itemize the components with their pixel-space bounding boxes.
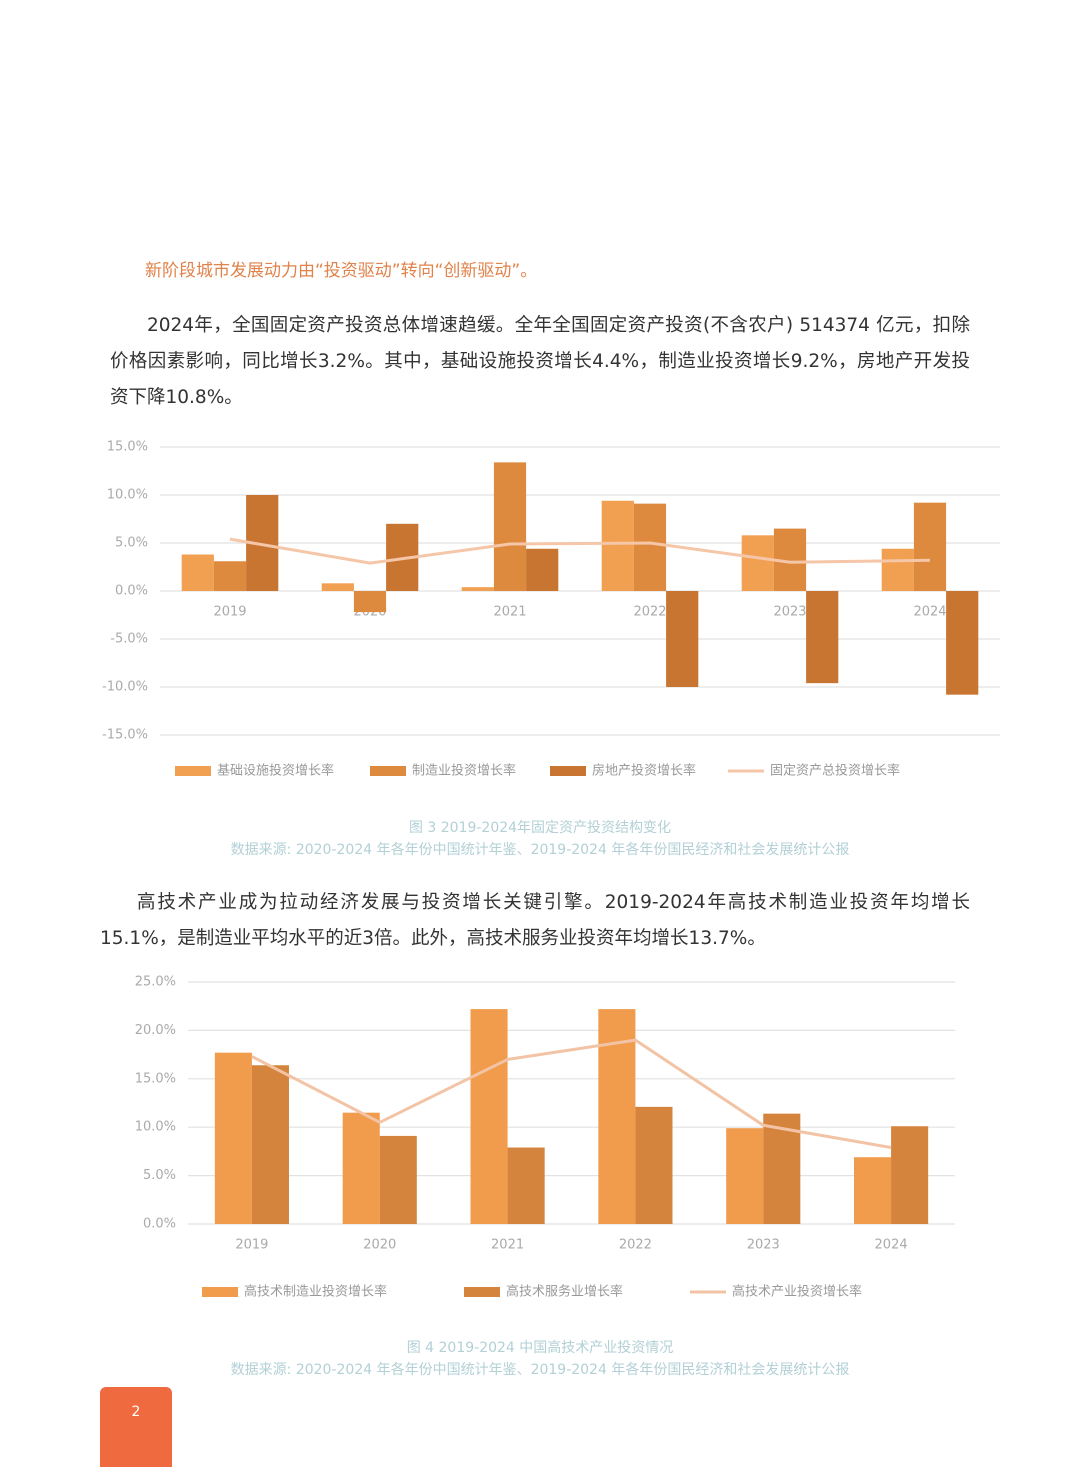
bar xyxy=(881,548,914,591)
figure-caption: 图 4 2019-2024 中国高技术产业投资情况 xyxy=(406,1340,674,1356)
bar xyxy=(666,591,699,687)
paragraph: 2024年，全国固定资产投资总体增速趋缓。全年全国固定资产投资(不含农户) 51… xyxy=(110,315,970,408)
bar xyxy=(507,1147,545,1224)
bar xyxy=(181,554,214,591)
y-tick-label: 15.0% xyxy=(107,440,148,455)
legend-swatch xyxy=(370,766,406,776)
figure-source: 数据来源: 2020-2024 年各年份中国统计年鉴、2019-2024 年各年… xyxy=(230,842,850,858)
bar xyxy=(946,591,979,695)
legend-swatch xyxy=(175,766,211,776)
bar xyxy=(353,591,387,613)
bar xyxy=(251,1065,289,1224)
bar xyxy=(726,1128,764,1224)
bar xyxy=(633,503,667,591)
bar xyxy=(913,502,947,591)
paragraph: 高技术产业成为拉动经济发展与投资增长关键引擎。2019-2024年高技术制造业投… xyxy=(100,892,970,949)
x-tick-label: 2022 xyxy=(619,1238,652,1253)
y-tick-label: 10.0% xyxy=(107,488,148,503)
x-tick-label: 2023 xyxy=(747,1238,780,1253)
legend-label: 基础设施投资增长率 xyxy=(217,763,334,779)
y-tick-label: 5.0% xyxy=(143,1168,176,1183)
section-header: 新阶段城市发展动力由“投资驱动”转向“创新驱动”。 xyxy=(145,261,538,281)
legend-label: 高技术产业投资增长率 xyxy=(732,1284,862,1300)
y-tick-label: -10.0% xyxy=(102,680,148,695)
x-tick-label: 2022 xyxy=(633,605,666,620)
figure-source: 数据来源: 2020-2024 年各年份中国统计年鉴、2019-2024 年各年… xyxy=(230,1362,850,1378)
x-tick-label: 2019 xyxy=(235,1238,268,1253)
bar xyxy=(526,548,559,591)
y-tick-label: 5.0% xyxy=(115,536,148,551)
y-tick-label: -15.0% xyxy=(102,728,148,743)
legend-label: 高技术服务业增长率 xyxy=(506,1284,623,1300)
bar xyxy=(635,1106,673,1224)
y-tick-label: 20.0% xyxy=(135,1023,176,1038)
x-tick-label: 2023 xyxy=(773,605,806,620)
bar xyxy=(601,500,634,591)
line-series xyxy=(251,1038,892,1150)
y-tick-label: -5.0% xyxy=(110,632,148,647)
legend-swatch xyxy=(550,766,586,776)
x-tick-label: 2024 xyxy=(913,605,946,620)
legend-swatch xyxy=(464,1287,500,1297)
bar xyxy=(891,1126,929,1224)
bar xyxy=(214,1052,252,1224)
bar xyxy=(470,1009,508,1224)
bar xyxy=(379,1135,417,1224)
y-tick-label: 0.0% xyxy=(143,1217,176,1232)
bar xyxy=(321,583,354,591)
legend-label: 固定资产总投资增长率 xyxy=(770,763,900,779)
legend-swatch xyxy=(202,1287,238,1297)
line-series xyxy=(229,537,931,565)
x-tick-label: 2021 xyxy=(493,605,526,620)
x-tick-label: 2019 xyxy=(213,605,246,620)
y-tick-label: 10.0% xyxy=(135,1120,176,1135)
page-number: 2 xyxy=(100,1387,172,1467)
bar xyxy=(342,1112,380,1224)
x-tick-label: 2021 xyxy=(491,1238,524,1253)
bar xyxy=(741,535,774,591)
bar xyxy=(806,591,839,684)
bar xyxy=(461,587,494,591)
bar xyxy=(493,462,527,591)
figure-caption: 图 3 2019-2024年固定资产投资结构变化 xyxy=(408,820,672,836)
x-tick-label: 2020 xyxy=(363,1238,396,1253)
legend-label: 房地产投资增长率 xyxy=(592,763,696,779)
legend-label: 高技术制造业投资增长率 xyxy=(244,1284,387,1300)
y-tick-label: 0.0% xyxy=(115,584,148,599)
x-tick-label: 2024 xyxy=(875,1238,908,1253)
y-tick-label: 15.0% xyxy=(135,1071,176,1086)
bar xyxy=(213,561,247,591)
legend-label: 制造业投资增长率 xyxy=(412,763,516,779)
bar xyxy=(854,1157,892,1224)
y-tick-label: 25.0% xyxy=(135,975,176,990)
